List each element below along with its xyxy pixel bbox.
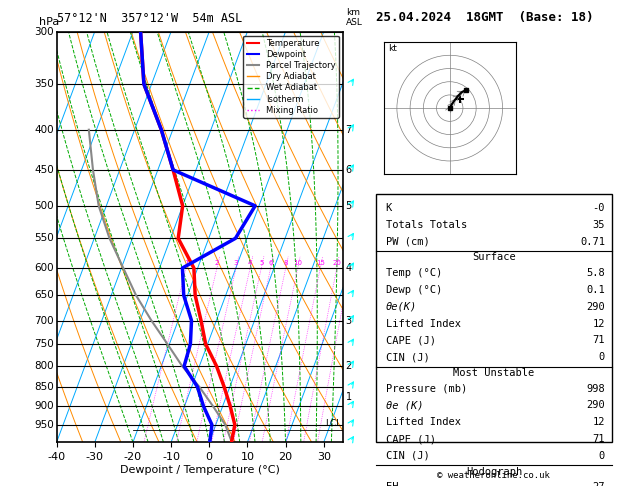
Text: 57°12'N  357°12'W  54m ASL: 57°12'N 357°12'W 54m ASL: [57, 12, 242, 25]
Text: 4: 4: [248, 260, 252, 266]
Text: km
ASL: km ASL: [346, 8, 362, 28]
Text: Dewp (°C): Dewp (°C): [386, 285, 442, 295]
Text: 850: 850: [34, 382, 53, 392]
Text: 8: 8: [284, 260, 288, 266]
Text: kt: kt: [387, 44, 396, 53]
Text: 12: 12: [593, 319, 605, 329]
Text: 71: 71: [593, 434, 605, 444]
Text: -0: -0: [593, 203, 605, 213]
Text: CAPE (J): CAPE (J): [386, 434, 435, 444]
Text: K: K: [386, 203, 392, 213]
Text: 10: 10: [293, 260, 303, 266]
Text: 5: 5: [259, 260, 264, 266]
Text: 25.04.2024  18GMT  (Base: 18): 25.04.2024 18GMT (Base: 18): [376, 11, 594, 24]
Text: 6: 6: [346, 165, 352, 175]
Text: 2: 2: [346, 361, 352, 371]
Text: 3: 3: [234, 260, 238, 266]
Text: Temp (°C): Temp (°C): [386, 268, 442, 278]
Text: 0.71: 0.71: [580, 237, 605, 247]
Text: 290: 290: [586, 400, 605, 410]
Text: 0: 0: [599, 451, 605, 461]
Text: 27: 27: [593, 482, 605, 486]
Text: PW (cm): PW (cm): [386, 237, 430, 247]
Text: EH: EH: [386, 482, 398, 486]
Text: Pressure (mb): Pressure (mb): [386, 383, 467, 394]
Text: θe (K): θe (K): [386, 400, 423, 410]
Text: 950: 950: [34, 420, 53, 430]
Text: θe(K): θe(K): [386, 302, 417, 312]
Text: 800: 800: [34, 361, 53, 371]
Text: 71: 71: [593, 335, 605, 346]
Text: 900: 900: [34, 401, 53, 411]
Text: Hodograph: Hodograph: [466, 467, 522, 477]
Text: 998: 998: [586, 383, 605, 394]
Text: 700: 700: [34, 315, 53, 326]
Text: Lifted Index: Lifted Index: [386, 319, 460, 329]
Legend: Temperature, Dewpoint, Parcel Trajectory, Dry Adiabat, Wet Adiabat, Isotherm, Mi: Temperature, Dewpoint, Parcel Trajectory…: [243, 36, 338, 118]
Text: CIN (J): CIN (J): [386, 451, 430, 461]
Text: 15: 15: [316, 260, 325, 266]
Text: CAPE (J): CAPE (J): [386, 335, 435, 346]
Text: Surface: Surface: [472, 252, 516, 262]
Text: 7: 7: [346, 125, 352, 135]
Text: 650: 650: [34, 290, 53, 300]
Text: 35: 35: [593, 220, 605, 230]
Text: 6: 6: [269, 260, 273, 266]
Text: 0.1: 0.1: [586, 285, 605, 295]
Text: 400: 400: [34, 125, 53, 135]
Text: 5.8: 5.8: [586, 268, 605, 278]
Text: 1: 1: [184, 260, 188, 266]
Text: 750: 750: [34, 339, 53, 349]
Text: 500: 500: [34, 201, 53, 211]
Text: Totals Totals: Totals Totals: [386, 220, 467, 230]
Text: 2: 2: [214, 260, 219, 266]
Text: hPa: hPa: [40, 17, 60, 28]
Text: Lifted Index: Lifted Index: [386, 417, 460, 427]
Text: 0: 0: [599, 352, 605, 362]
Text: 300: 300: [34, 27, 53, 36]
Text: 5: 5: [346, 201, 352, 211]
Text: 350: 350: [34, 79, 53, 89]
Text: 450: 450: [34, 165, 53, 175]
Text: © weatheronline.co.uk: © weatheronline.co.uk: [437, 471, 550, 480]
Text: 12: 12: [593, 417, 605, 427]
Text: 600: 600: [34, 263, 53, 273]
Text: LCL: LCL: [325, 419, 342, 429]
Text: 20: 20: [332, 260, 341, 266]
Text: 1: 1: [346, 392, 352, 402]
Text: CIN (J): CIN (J): [386, 352, 430, 362]
Text: 3: 3: [346, 315, 352, 326]
X-axis label: Dewpoint / Temperature (°C): Dewpoint / Temperature (°C): [120, 465, 280, 475]
Text: Most Unstable: Most Unstable: [454, 368, 535, 378]
Text: 550: 550: [34, 233, 53, 243]
Text: 290: 290: [586, 302, 605, 312]
Text: 4: 4: [346, 263, 352, 273]
